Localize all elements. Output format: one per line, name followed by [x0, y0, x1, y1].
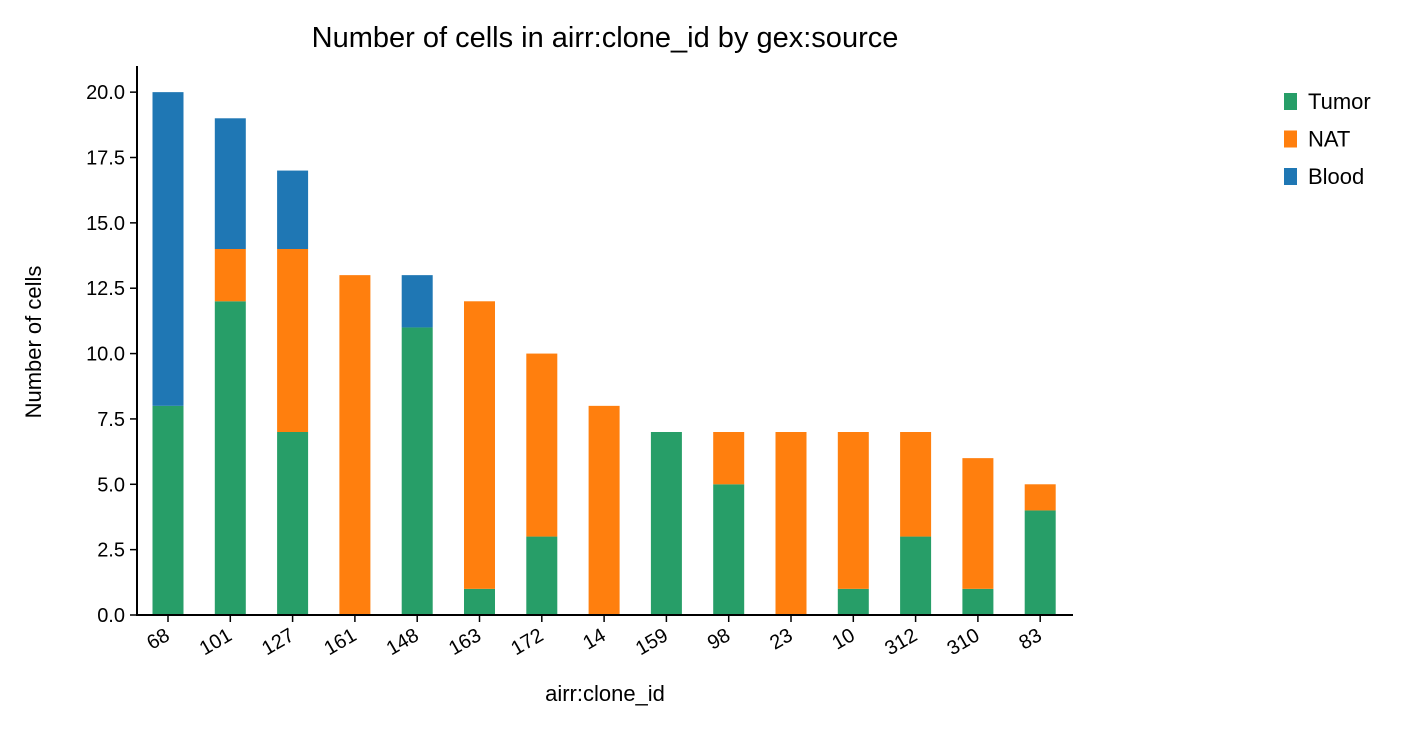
- x-tick-label: 101: [196, 624, 236, 660]
- bar-tumor-68: [152, 405, 184, 615]
- y-tick-label: 12.5: [86, 278, 125, 300]
- y-tick-label: 5.0: [97, 474, 125, 496]
- legend: Tumor NAT Blood: [1284, 89, 1371, 189]
- legend-label-tumor: Tumor: [1308, 89, 1371, 114]
- legend-swatch-blood: [1284, 168, 1297, 185]
- bar-nat-161: [339, 275, 371, 615]
- x-tick-label: 127: [258, 624, 298, 660]
- bar-nat-127: [277, 249, 309, 432]
- bar-tumor-148: [401, 327, 433, 615]
- bar-tumor-310: [962, 588, 994, 615]
- chart-title: Number of cells in airr:clone_id by gex:…: [312, 22, 899, 54]
- x-tick-label: 312: [881, 624, 921, 660]
- bar-nat-312: [900, 432, 932, 537]
- x-tick-label: 23: [766, 624, 796, 654]
- bar-nat-23: [775, 432, 807, 615]
- y-axis-label: Number of cells: [21, 266, 46, 419]
- y-tick-label: 15.0: [86, 213, 125, 235]
- bar-tumor-312: [900, 536, 932, 615]
- x-tick-label: 14: [579, 624, 609, 654]
- x-tick-label: 83: [1015, 624, 1045, 654]
- x-tick-label: 68: [143, 624, 173, 654]
- y-tick-label: 17.5: [86, 148, 125, 170]
- y-tick-label: 20.0: [86, 82, 125, 104]
- bar-nat-10: [837, 432, 869, 589]
- bar-blood-101: [214, 118, 246, 249]
- x-tick-label: 98: [704, 624, 734, 654]
- x-tick-label: 163: [445, 624, 485, 660]
- x-tick-label: 148: [383, 624, 423, 660]
- bar-nat-98: [713, 432, 745, 485]
- y-tick-label: 7.5: [97, 409, 125, 431]
- bar-nat-101: [214, 249, 246, 302]
- bar-tumor-10: [837, 588, 869, 615]
- bar-tumor-101: [214, 301, 246, 615]
- bar-tumor-98: [713, 484, 745, 615]
- x-tick-label: 172: [507, 624, 547, 660]
- bar-nat-310: [962, 458, 994, 589]
- legend-swatch-tumor: [1284, 93, 1297, 110]
- bar-tumor-159: [650, 432, 682, 615]
- bars-layer: [152, 92, 1056, 615]
- bar-blood-68: [152, 92, 184, 406]
- bar-blood-127: [277, 170, 309, 249]
- bar-nat-83: [1024, 484, 1056, 511]
- legend-swatch-nat: [1284, 130, 1297, 148]
- x-tick-label: 161: [320, 624, 360, 660]
- bar-blood-148: [401, 275, 433, 328]
- bar-nat-172: [526, 353, 558, 537]
- x-tick-label: 310: [943, 624, 983, 660]
- bar-nat-14: [588, 405, 620, 615]
- y-tick-label: 2.5: [97, 540, 125, 562]
- x-axis-label: airr:clone_id: [545, 681, 665, 706]
- legend-label-nat: NAT: [1308, 127, 1350, 152]
- y-tick-label: 0.0: [97, 605, 125, 627]
- bar-tumor-127: [277, 432, 309, 615]
- bar-tumor-83: [1024, 510, 1056, 615]
- legend-label-blood: Blood: [1308, 164, 1364, 189]
- x-tick-label: 159: [632, 624, 672, 660]
- bar-tumor-163: [464, 588, 495, 615]
- bar-tumor-172: [526, 536, 558, 615]
- bar-nat-163: [464, 301, 495, 589]
- y-tick-label: 10.0: [86, 344, 125, 366]
- x-tick-label: 10: [829, 624, 859, 654]
